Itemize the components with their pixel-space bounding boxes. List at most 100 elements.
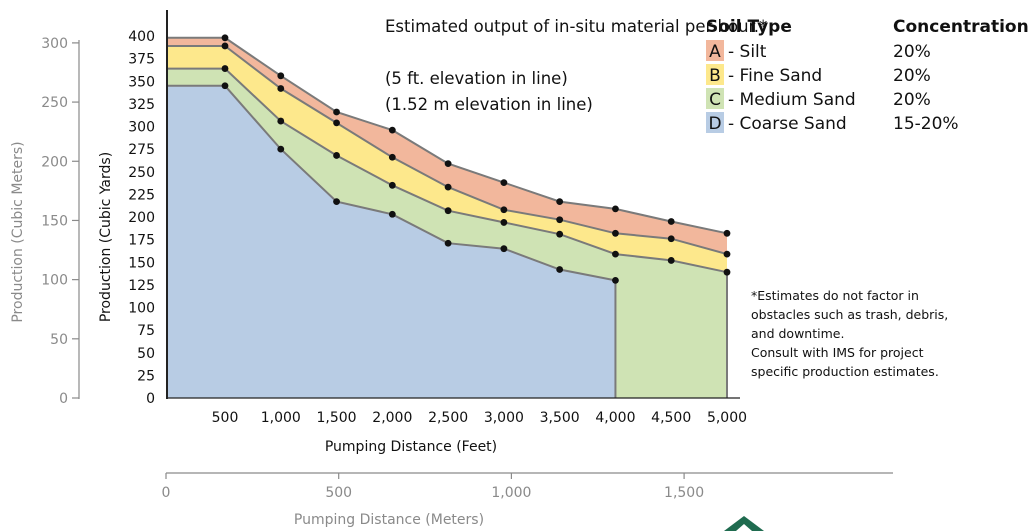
y-tick-label: 100 xyxy=(128,301,155,317)
y-tick-label: 225 xyxy=(128,187,155,203)
legend-letter: D xyxy=(708,114,721,134)
area-medium-sand xyxy=(168,68,727,398)
data-point-medium-sand xyxy=(444,207,452,215)
footnote-line: Consult with IMS for project xyxy=(751,345,924,360)
footnote-line: and downtime. xyxy=(751,326,844,341)
data-point-silt xyxy=(667,218,675,225)
legend-swatch xyxy=(706,112,724,133)
area-coarse-sand xyxy=(168,85,616,399)
secondary-y-tick-label: 50 xyxy=(50,332,68,348)
y-axis-label: Production (Cubic Yards) xyxy=(98,152,114,322)
data-point-fine-sand xyxy=(612,229,619,237)
logo-fragment xyxy=(724,516,764,531)
data-point-silt xyxy=(388,126,396,134)
data-point-medium-sand xyxy=(723,268,731,276)
legend-letter: C xyxy=(709,90,721,110)
secondary-y-tick-label: 100 xyxy=(41,273,68,289)
y-tick-label: 0 xyxy=(146,391,155,407)
chart-title: Estimated output of in-situ material per… xyxy=(385,17,767,36)
legend-concentration: 20% xyxy=(893,42,931,62)
data-point-fine-sand xyxy=(388,153,396,161)
legend: Soil Type Concentration A - Silt 20% B - Fin… xyxy=(706,17,1029,134)
legend-letter: A xyxy=(709,42,721,62)
legend-header-soil-type: Soil Type xyxy=(706,17,792,37)
footnote: *Estimates do not factor in obstacles su… xyxy=(751,288,948,379)
secondary-x-tick-label: 1,000 xyxy=(491,485,531,501)
data-point-silt xyxy=(333,108,340,116)
axes: 0 25 50 75 100 125 150 175 200 225 250 275 300 325 350… xyxy=(41,10,893,501)
data-point-coarse-sand xyxy=(221,82,229,90)
data-point-fine-sand xyxy=(667,235,675,243)
data-point-coarse-sand xyxy=(556,266,564,273)
legend-name: - Coarse Sand xyxy=(728,114,847,134)
data-point-medium-sand xyxy=(667,257,675,264)
secondary-y-tick-label: 200 xyxy=(41,154,68,170)
data-point-silt xyxy=(500,179,508,187)
footnote-line: *Estimates do not factor in xyxy=(751,288,919,303)
data-point-silt xyxy=(556,198,564,206)
data-point-coarse-sand xyxy=(444,239,452,247)
data-point-fine-sand xyxy=(723,250,731,258)
x-tick-label: 2,000 xyxy=(372,410,412,426)
data-point-fine-sand xyxy=(500,206,508,214)
y-tick-label: 250 xyxy=(128,165,155,181)
data-point-coarse-sand xyxy=(277,145,285,153)
secondary-x-tick-label: 0 xyxy=(162,485,171,501)
secondary-x-tick-label: 1,500 xyxy=(664,485,704,501)
y-tick-label: 125 xyxy=(128,278,155,294)
data-point-medium-sand xyxy=(333,152,340,159)
x-tick-label: 5,000 xyxy=(707,410,747,426)
data-point-fine-sand xyxy=(333,119,340,127)
legend-concentration: 15-20% xyxy=(893,114,959,134)
y-tick-label: 150 xyxy=(128,255,155,271)
y-tick-label: 50 xyxy=(137,346,155,362)
secondary-y-tick-label: 0 xyxy=(59,391,68,407)
x-axis-label: Pumping Distance (Feet) xyxy=(325,439,497,455)
legend-swatch xyxy=(706,40,724,61)
data-point-fine-sand xyxy=(221,42,229,50)
x-tick-label: 1,500 xyxy=(317,410,357,426)
legend-swatch xyxy=(706,88,724,109)
legend-header-concentration: Concentration xyxy=(893,17,1029,37)
legend-name: - Silt xyxy=(728,42,767,62)
chart-subtitle-feet: (5 ft. elevation in line) xyxy=(385,69,568,88)
legend-item: C - Medium Sand 20% xyxy=(706,88,931,110)
footnote-line: specific production estimates. xyxy=(751,364,939,379)
legend-concentration: 20% xyxy=(893,90,931,110)
secondary-x-tick-label: 500 xyxy=(325,485,352,501)
data-point-medium-sand xyxy=(277,117,285,125)
x-tick-label: 2,500 xyxy=(428,410,468,426)
secondary-y-tick-label: 300 xyxy=(41,36,68,52)
legend-concentration: 20% xyxy=(893,66,931,86)
secondary-y-axis-label: Production (Cubic Meters) xyxy=(10,141,26,322)
area-silt xyxy=(168,37,727,255)
y-tick-label: 175 xyxy=(128,233,155,249)
x-tick-label: 500 xyxy=(212,410,239,426)
area-fine-sand xyxy=(168,46,727,273)
x-tick-label: 1,000 xyxy=(261,410,301,426)
secondary-y-tick-label: 250 xyxy=(41,95,68,111)
y-tick-label: 375 xyxy=(128,52,155,68)
legend-item: B - Fine Sand 20% xyxy=(706,64,931,86)
data-point-coarse-sand xyxy=(612,276,619,284)
secondary-y-tick-label: 150 xyxy=(41,213,68,229)
data-point-medium-sand xyxy=(612,250,619,258)
legend-swatch xyxy=(706,64,724,85)
data-point-silt xyxy=(612,205,619,213)
data-points xyxy=(221,34,731,284)
data-point-fine-sand xyxy=(277,85,285,92)
x-tick-label: 3,500 xyxy=(540,410,580,426)
legend-item: A - Silt 20% xyxy=(706,40,931,62)
data-point-silt xyxy=(444,160,452,168)
data-point-coarse-sand xyxy=(388,210,396,218)
y-tick-label: 300 xyxy=(128,120,155,136)
data-point-fine-sand xyxy=(556,216,564,224)
y-tick-label: 325 xyxy=(128,97,155,113)
y-tick-label: 275 xyxy=(128,142,155,158)
footnote-line: obstacles such as trash, debris, xyxy=(751,307,948,322)
x-tick-label: 4,500 xyxy=(651,410,691,426)
data-point-silt xyxy=(277,72,285,80)
data-point-medium-sand xyxy=(556,230,564,238)
y-tick-label: 200 xyxy=(128,210,155,226)
